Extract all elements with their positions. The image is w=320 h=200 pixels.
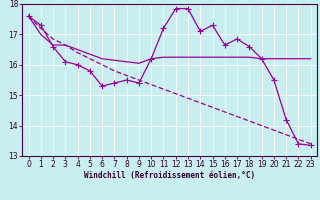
X-axis label: Windchill (Refroidissement éolien,°C): Windchill (Refroidissement éolien,°C) [84, 171, 255, 180]
